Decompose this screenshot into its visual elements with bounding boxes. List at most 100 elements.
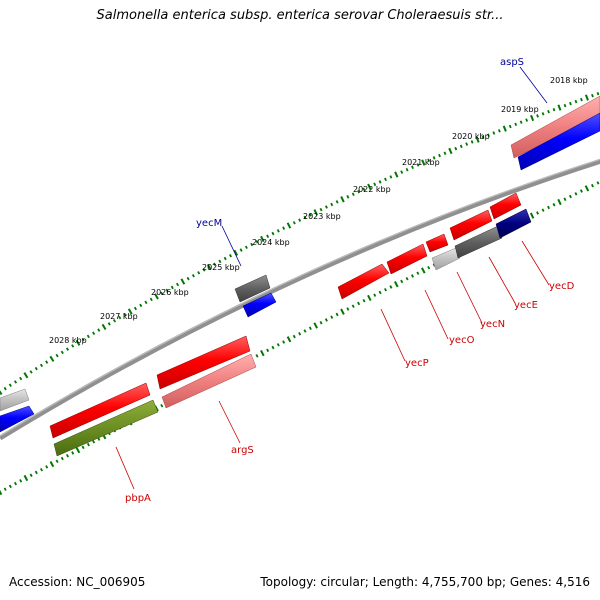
scale-tick [123,312,127,317]
scale-tick [49,461,55,468]
yecM-feature[interactable] [234,274,277,318]
scale-tick [389,285,393,289]
scale-tick [330,315,334,319]
gene-label-pbpA[interactable]: pbpA [125,493,151,504]
scale-tick [497,129,501,133]
kbp-label: 2028 kbp [49,336,87,345]
scale-tick [389,175,393,179]
scale-tick [502,125,507,132]
scale-tick [367,294,372,302]
pbpA-feature[interactable] [49,382,159,457]
scale-tick [308,326,312,330]
scale-tick [514,122,518,127]
scale-tick [319,321,323,325]
gene-label-yecP[interactable]: yecP [405,358,429,369]
scale-tick [574,99,578,104]
scale-tick [547,205,551,210]
scale-tick [19,479,23,483]
scale-tick [438,153,441,158]
scale-tick [66,453,69,458]
scale-tick [470,140,474,144]
scale-tick [481,135,485,140]
kbp-label: 2027 kbp [100,312,138,321]
scale-tick [591,93,594,98]
scale-tick [362,187,366,191]
yecE-feature[interactable] [449,208,532,241]
scale-tick [266,234,270,238]
scale-tick [596,181,600,185]
scale-tick [49,355,55,362]
kbp-label: 2021 kbp [402,158,440,167]
gene-label-aspS[interactable]: aspS [500,57,524,68]
scale-tick [508,124,512,129]
genome-backbone-highlight [0,158,600,437]
scale-tick [536,114,539,118]
topology-summary-text: Topology: circular; Length: 4,755,700 bp… [260,575,590,589]
yecO-feature[interactable] [386,243,461,275]
scale-tick [394,281,399,288]
scale-tick [276,229,280,233]
yecP-feature[interactable] [337,263,390,300]
scale-tick [569,101,572,106]
scale-tick [303,329,307,333]
scale-tick [448,147,453,155]
scale-tick [75,339,81,346]
gene-label-argS[interactable]: argS [231,445,254,456]
scale-tick [118,315,122,320]
scale-tick [330,202,334,207]
yecM-callout-line [221,225,242,267]
gene-label-yecN[interactable]: yecN [480,319,505,330]
scale-tick [45,465,49,469]
left-edge-feature[interactable] [0,388,35,433]
scale-tick [71,451,75,455]
scale-tick [340,196,345,203]
scale-tick [197,271,201,275]
scale-tick [378,180,382,184]
scale-tick [557,198,562,206]
reverse-strand-features [0,95,600,433]
scale-tick [13,380,18,384]
gene-label-yecO[interactable]: yecO [449,335,475,346]
scale-tick [60,456,64,461]
scale-tick [218,259,222,264]
scale-tick [335,312,339,317]
scale-tick [239,248,243,252]
accession-text: Accession: NC_006905 [9,575,146,589]
scale-tick [160,403,164,408]
aspS-feature[interactable] [510,95,600,171]
scale-tick [180,278,186,285]
scale-tick [580,97,583,102]
scale-tick [75,447,81,454]
gene-label-yecM[interactable]: yecM [196,218,222,229]
kbp-label: 2018 kbp [550,76,588,85]
scale-tick [292,334,296,339]
scale-tick [34,470,38,475]
scale-tick [206,263,212,271]
scale-tick [384,287,387,292]
yecN-feature[interactable] [425,225,503,259]
outer-scale-ticks [0,91,600,396]
scale-tick [541,208,545,212]
scale-tick [346,307,350,311]
scale-tick [101,323,107,331]
scale-tick [3,487,7,491]
scale-tick [276,343,280,347]
scale-tick [292,221,296,225]
pbpA-callout-line [115,446,135,490]
scale-tick [400,279,404,284]
scale-tick [590,183,594,188]
scale-tick [557,104,562,111]
aspS-callout-line [519,66,548,104]
argS-feature[interactable] [156,335,257,409]
scale-tick [373,293,377,297]
scale-tick [367,183,372,190]
scale-tick [29,473,33,478]
gene-label-yecE[interactable]: yecE [514,300,538,311]
scale-tick [584,94,589,101]
scale-tick [266,348,270,353]
kbp-label: 2019 kbp [501,105,539,114]
scale-tick [308,213,312,217]
gene-label-yecD[interactable]: yecD [549,281,575,292]
yecD-feature[interactable] [489,192,522,220]
kbp-label: 2026 kbp [151,288,189,297]
